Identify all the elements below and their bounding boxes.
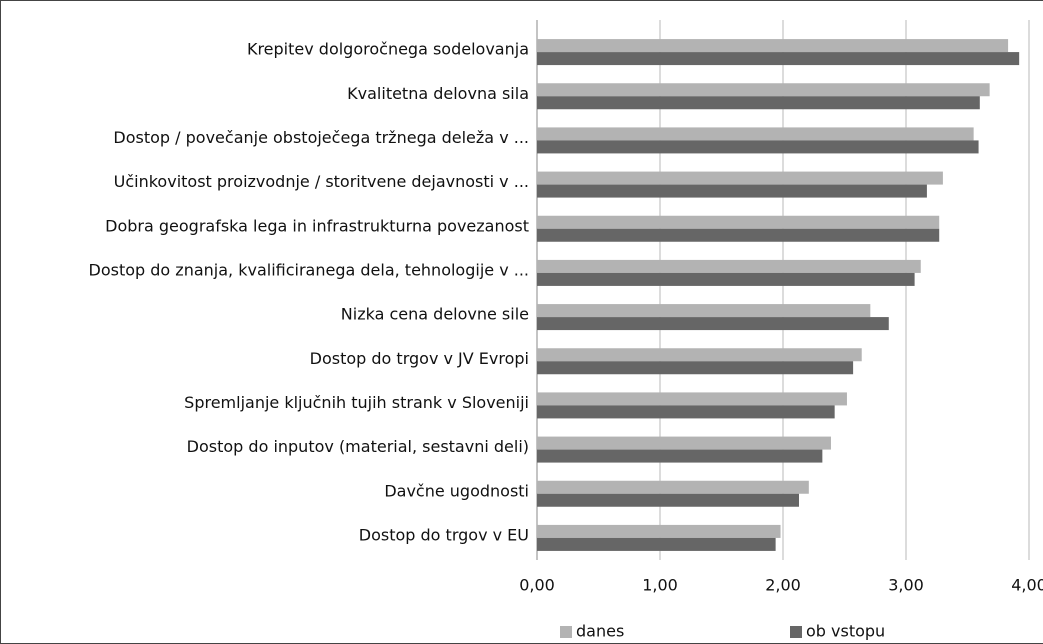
y-tick-label: Učinkovitost proizvodnje / storitvene de…: [114, 172, 529, 191]
bar: [537, 317, 889, 331]
x-tick-label: 3,00: [888, 576, 924, 595]
y-tick-label: Davčne ugodnosti: [384, 481, 529, 500]
x-tick-label: 0,00: [519, 576, 555, 595]
bar: [537, 228, 940, 242]
bar: [537, 537, 776, 551]
bar: [537, 480, 809, 494]
x-tick-label: 4,00: [1011, 576, 1043, 595]
bar: [537, 493, 799, 507]
bar: [537, 259, 921, 273]
y-tick-label: Spremljanje ključnih tujih strank v Slov…: [184, 393, 529, 412]
bar: [537, 272, 915, 286]
y-tick-label: Dostop do trgov v EU: [359, 525, 529, 544]
bar: [537, 171, 943, 185]
y-tick-label: Krepitev dolgoročnega sodelovanja: [247, 40, 529, 59]
y-tick-label: Kvalitetna delovna sila: [347, 84, 529, 103]
y-tick-label: Nizka cena delovne sile: [341, 305, 529, 324]
legend-swatch: [560, 626, 572, 638]
legend-label: ob vstopu: [806, 622, 885, 641]
bar: [537, 215, 940, 229]
y-tick-label: Dostop do trgov v JV Evropi: [310, 349, 529, 368]
legend-swatch: [790, 626, 802, 638]
bar: [537, 127, 974, 141]
y-tick-label: Dostop do inputov (material, sestavni de…: [187, 437, 529, 456]
y-tick-label: Dostop do znanja, kvalificiranega dela, …: [89, 260, 529, 279]
bar: [537, 83, 990, 97]
bar: [537, 304, 871, 318]
bar: [537, 524, 781, 538]
bar: [537, 361, 854, 375]
legend-label: danes: [576, 622, 624, 641]
bar: [537, 392, 847, 406]
bar: [537, 96, 980, 110]
bar: [537, 184, 927, 198]
bar: [537, 436, 831, 450]
y-tick-label: Dostop / povečanje obstoječega tržnega d…: [113, 128, 529, 147]
x-tick-label: 2,00: [765, 576, 801, 595]
bar: [537, 405, 835, 419]
bar: [537, 39, 1009, 53]
y-tick-label: Dobra geografska lega in infrastrukturna…: [105, 216, 529, 235]
bar: [537, 348, 862, 362]
bar: [537, 449, 823, 463]
bar: [537, 52, 1020, 66]
bar: [537, 140, 979, 154]
x-tick-label: 1,00: [642, 576, 678, 595]
